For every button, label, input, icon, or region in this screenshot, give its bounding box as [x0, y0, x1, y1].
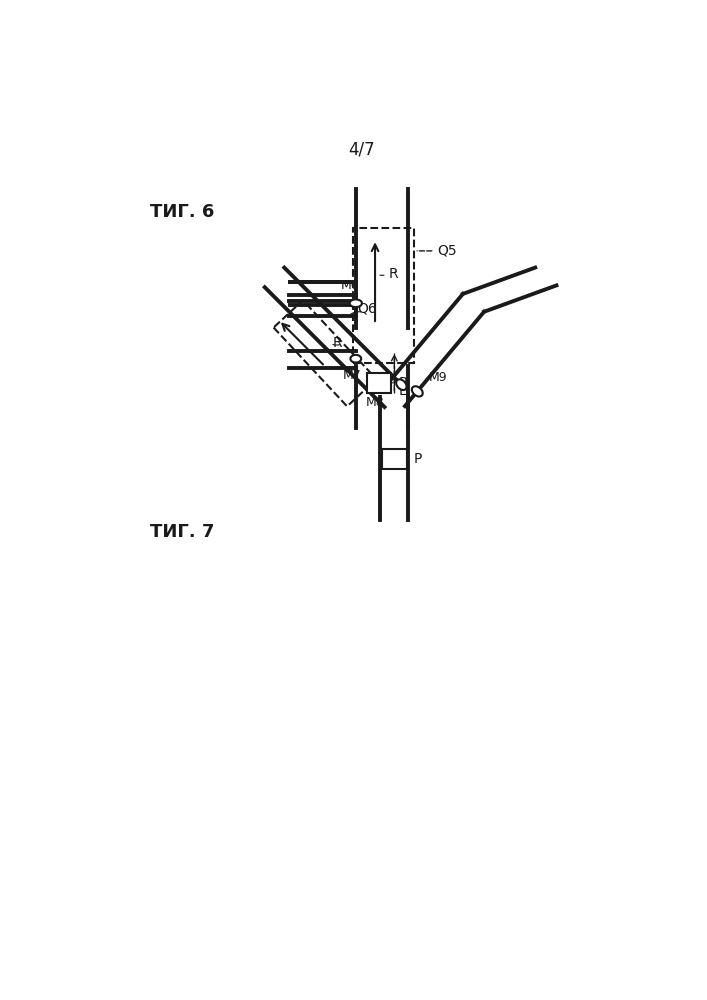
Text: M8: M8	[366, 396, 385, 409]
Text: R: R	[389, 267, 399, 281]
Text: Q6: Q6	[358, 302, 378, 316]
Bar	[366, 373, 391, 393]
Text: P: P	[398, 376, 407, 390]
Ellipse shape	[350, 299, 362, 307]
Ellipse shape	[412, 386, 423, 396]
Text: 4/7: 4/7	[349, 140, 375, 158]
Text: M7: M7	[343, 369, 361, 382]
Ellipse shape	[396, 379, 407, 390]
Text: Q5: Q5	[417, 244, 457, 258]
Ellipse shape	[351, 355, 361, 363]
Text: P: P	[414, 452, 422, 466]
Text: M9: M9	[429, 371, 448, 384]
Bar	[382, 449, 407, 469]
Text: E: E	[398, 384, 407, 398]
Text: ΤИГ. 6: ΤИГ. 6	[150, 203, 215, 221]
Text: M6: M6	[340, 279, 359, 292]
Bar	[354, 228, 414, 363]
Text: ΤИГ. 7: ΤИГ. 7	[150, 523, 215, 541]
Text: R: R	[333, 336, 342, 350]
